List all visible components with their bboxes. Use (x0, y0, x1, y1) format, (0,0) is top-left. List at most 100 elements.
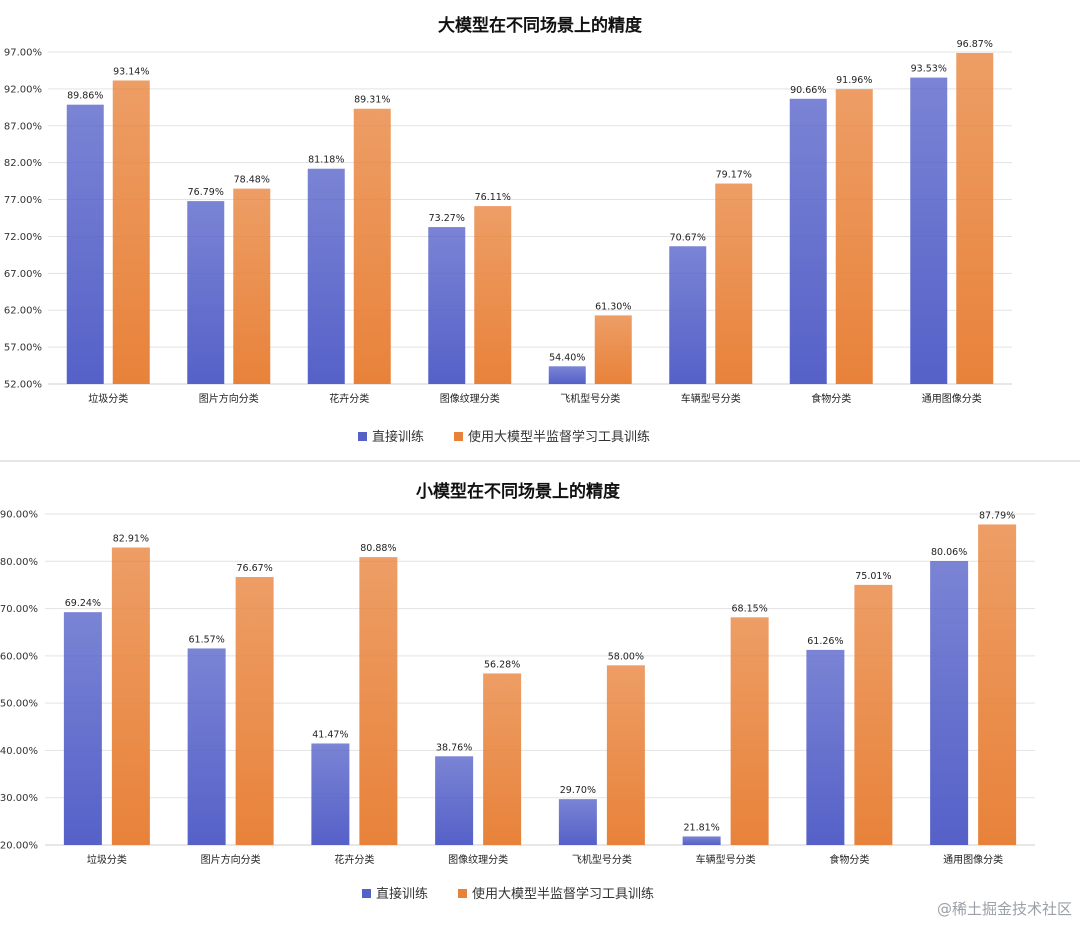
bar-semi-supervised (956, 52, 994, 385)
bar-semi-supervised (606, 665, 645, 845)
data-label: 96.87% (957, 39, 993, 50)
category-label: 飞机型号分类 (572, 853, 632, 866)
data-label: 80.88% (360, 543, 396, 554)
y-tick-label: 67.00% (4, 269, 42, 280)
data-label: 89.31% (354, 95, 390, 106)
bar-semi-supervised (359, 557, 398, 845)
category-label: 图片方向分类 (199, 392, 259, 405)
category-label: 花卉分类 (329, 392, 369, 405)
data-label: 68.15% (732, 603, 768, 614)
category-label: 食物分类 (829, 853, 869, 866)
data-label: 29.70% (560, 785, 596, 796)
bar-direct-training (187, 201, 225, 384)
category-label: 垃圾分类 (87, 853, 127, 866)
data-label: 61.30% (595, 301, 631, 312)
chart-divider (0, 460, 1080, 462)
category-label: 车辆型号分类 (696, 853, 756, 866)
legend-label: 使用大模型半监督学习工具训练 (472, 886, 654, 902)
bar-direct-training (548, 366, 586, 384)
category-label: 飞机型号分类 (560, 392, 620, 405)
bar-direct-training (307, 168, 345, 384)
legend-label: 直接训练 (372, 429, 424, 445)
y-tick-label: 57.00% (4, 343, 42, 354)
bar-direct-training (66, 104, 104, 384)
y-tick-label: 72.00% (4, 232, 42, 243)
data-label: 80.06% (931, 547, 967, 558)
bar-semi-supervised (978, 524, 1017, 845)
bar-direct-training (789, 98, 827, 384)
category-label: 通用图像分类 (943, 853, 1003, 866)
data-label: 75.01% (855, 571, 891, 582)
data-label: 73.27% (429, 213, 465, 224)
bar-semi-supervised (483, 673, 522, 845)
data-label: 54.40% (549, 352, 585, 363)
category-label: 食物分类 (811, 392, 851, 405)
large-model-chart: 大模型在不同场景上的精度 52.00% 57.00% 62.00% 67.00% 72.0… (4, 15, 1012, 445)
bar-direct-training (435, 756, 474, 845)
chart-title: 小模型在不同场景上的精度 (416, 481, 621, 502)
category-label: 花卉分类 (334, 853, 374, 866)
bar-direct-training (669, 246, 707, 384)
data-label: 58.00% (608, 651, 644, 662)
data-label: 81.18% (308, 155, 344, 166)
category-label: 垃圾分类 (88, 392, 128, 405)
y-tick-label: 30.00% (0, 793, 38, 804)
data-label: 91.96% (836, 75, 872, 86)
data-label: 76.11% (475, 192, 511, 203)
data-label: 41.47% (312, 729, 348, 740)
data-label: 76.79% (188, 187, 224, 198)
y-tick-label: 20.00% (0, 841, 38, 852)
category-label: 图片方向分类 (201, 853, 261, 866)
bar-semi-supervised (730, 617, 769, 845)
data-label: 93.53% (911, 64, 947, 75)
y-tick-label: 52.00% (4, 380, 42, 391)
y-tick-label: 82.00% (4, 158, 42, 169)
chart-title: 大模型在不同场景上的精度 (438, 15, 643, 36)
data-label: 61.57% (189, 634, 225, 645)
bar-direct-training (806, 649, 845, 845)
bar-semi-supervised (235, 577, 274, 845)
bar-semi-supervised (353, 108, 391, 384)
bar-semi-supervised (835, 89, 873, 385)
bar-semi-supervised (112, 80, 150, 385)
data-label: 56.28% (484, 659, 520, 670)
legend-swatch-direct (358, 432, 367, 441)
bar-direct-training (428, 227, 466, 384)
data-label: 90.66% (790, 85, 826, 96)
category-label: 通用图像分类 (922, 392, 982, 405)
bar-semi-supervised (474, 206, 512, 384)
y-tick-label: 60.00% (0, 651, 38, 662)
data-label: 76.67% (237, 563, 273, 574)
y-tick-label: 40.00% (0, 746, 38, 757)
y-tick-label: 50.00% (0, 699, 38, 710)
data-label: 87.79% (979, 510, 1015, 521)
bar-direct-training (311, 743, 350, 845)
data-label: 69.24% (65, 598, 101, 609)
y-tick-label: 97.00% (4, 48, 42, 59)
bar-direct-training (682, 836, 721, 845)
small-model-chart-panel: 小模型在不同场景上的精度 20.00% 30.00% 40.00% 50.00% 60.0… (0, 462, 1080, 925)
bar-direct-training (187, 648, 226, 845)
y-tick-label: 77.00% (4, 195, 42, 206)
category-label: 图像纹理分类 (440, 392, 500, 405)
data-label: 61.26% (807, 636, 843, 647)
data-label: 93.14% (113, 66, 149, 77)
category-label: 图像纹理分类 (448, 853, 508, 866)
legend-swatch-semi (458, 889, 467, 898)
bar-semi-supervised (111, 547, 150, 845)
legend-label: 直接训练 (376, 886, 428, 902)
large-model-chart-panel: 大模型在不同场景上的精度 52.00% 57.00% 62.00% 67.00% 72.0… (0, 0, 1080, 462)
data-label: 82.91% (113, 534, 149, 545)
y-tick-label: 92.00% (4, 84, 42, 95)
data-label: 79.17% (716, 170, 752, 181)
y-tick-label: 80.00% (0, 557, 38, 568)
legend-swatch-direct (362, 889, 371, 898)
y-tick-label: 70.00% (0, 604, 38, 615)
bar-semi-supervised (854, 584, 893, 845)
y-tick-label: 87.00% (4, 121, 42, 132)
legend-label: 使用大模型半监督学习工具训练 (468, 429, 650, 445)
data-label: 70.67% (670, 232, 706, 243)
data-label: 38.76% (436, 742, 472, 753)
small-model-chart: 小模型在不同场景上的精度 20.00% 30.00% 40.00% 50.00% 60.0… (0, 481, 1035, 902)
watermark-text: @稀土掘金技术社区 (936, 900, 1072, 918)
